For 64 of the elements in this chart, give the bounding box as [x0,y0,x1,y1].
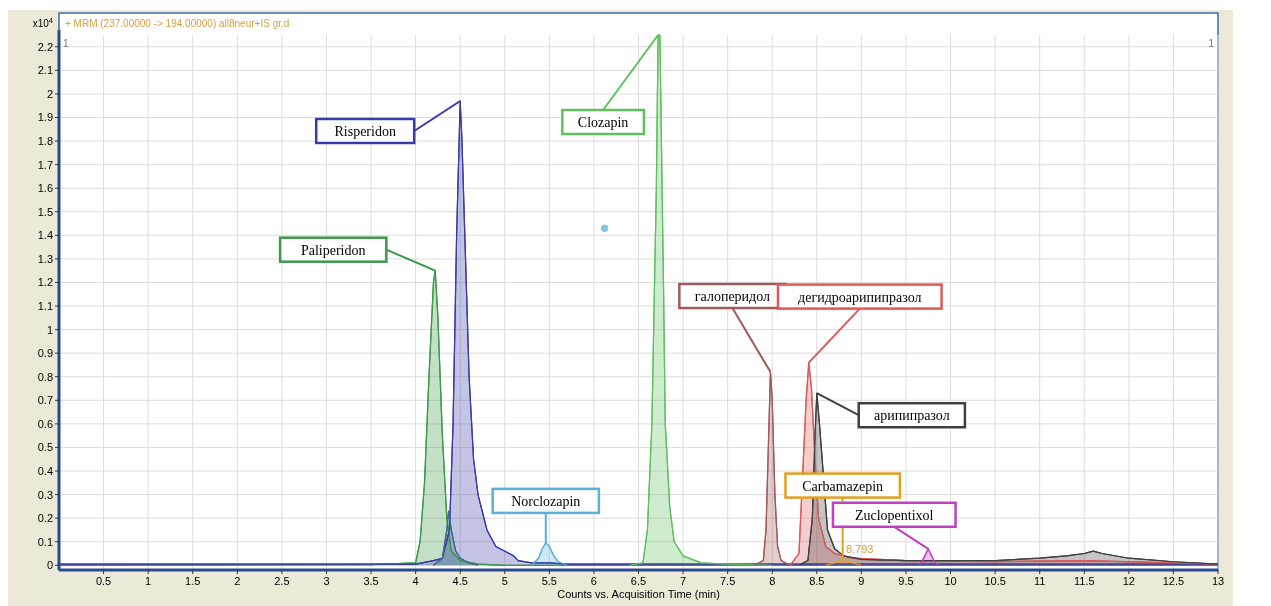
x-tick-label: 2 [234,575,241,587]
x-tick-label: 6.5 [630,575,647,587]
series-label: Zuclopentixol [854,507,934,523]
text: Risperidon [334,123,396,139]
x-tick-label: 10.5 [984,575,1006,587]
x-tick-label: 5 [501,575,508,587]
x-tick-label: 3.5 [363,575,379,587]
x-tick-label: 4 [412,575,419,587]
y-tick-label: 1.3 [37,252,53,265]
x-tick-label: 8 [769,575,776,587]
y-tick-label: 0.4 [37,465,53,478]
y-tick-label: 1.7 [37,158,53,171]
y-tick-label: 1.9 [37,111,53,124]
x-tick-label: 11 [1033,575,1046,587]
text: Clozapin [577,115,629,130]
x-axis-title: Counts vs. Acquisition Time (min) [557,588,720,600]
y-tick-label: 1.1 [37,300,53,313]
x-tick-label: 0.5 [95,575,112,587]
text: Paliperidon [300,242,366,258]
y-tick-label: 0.3 [37,488,53,501]
chart-title: + MRM (237.00000 -> 194.00000) all8neur+IS gr.d [65,18,290,29]
y-tick-label: 1.2 [37,276,53,289]
y-tick-label: 1.5 [37,205,53,218]
x-tick-label: 10 [944,575,957,587]
y-tick-label: 2 [46,87,53,100]
y-tick-label: 1 [46,323,53,336]
y-tick-label: 0.2 [37,512,53,525]
y-tick-label: 2.2 [37,40,53,53]
y-tick-label: 1.4 [37,229,53,242]
x-tick-label: 12.5 [1162,575,1185,587]
y-tick-label: 1.6 [37,182,53,195]
y-tick-label: 2.1 [37,64,53,77]
y-tick-label: 0.8 [37,370,53,383]
x-tick-label: 3 [323,575,330,587]
y-tick-label: 0 [46,559,53,572]
x-tick-label: 12 [1122,575,1135,587]
x-tick-label: 1 [145,575,152,587]
x-tick-label: 2.5 [274,575,290,587]
x-tick-label: 13 [1211,575,1225,587]
x-tick-label: 4.5 [452,575,468,587]
text: Carbamazepin [802,478,884,494]
x-tick-label: 9 [858,575,865,587]
y-tick-label: 0.9 [37,347,53,360]
y-tick-label: 1.8 [37,135,53,148]
x-tick-label: 8.5 [809,575,825,587]
x-tick-label: 6 [590,575,597,587]
text: дегидроарипипразол [798,289,922,305]
text: Norclozapin [511,493,581,509]
x-tick-label: 11.5 [1073,575,1095,587]
text: галоперидол [694,289,771,305]
y-axis-title: x10$^{4}$ [32,15,53,29]
x-tick-label: 9.5 [898,575,914,587]
y-tick-label: 0.7 [37,394,53,407]
annotation: 1 [63,38,69,49]
annotation: 8.793 [845,542,874,555]
y-tick-label: 0.5 [37,441,53,454]
text: арипипразол [873,408,950,424]
x-tick-label: 7.5 [720,575,736,587]
x-tick-label: 1.5 [185,575,201,587]
y-tick-label: 0.1 [37,535,53,548]
x-tick-label: 7 [680,575,687,587]
annotation: 1 [1208,38,1215,49]
x-tick-label: 5.5 [541,575,557,587]
y-tick-label: 0.6 [37,417,53,430]
